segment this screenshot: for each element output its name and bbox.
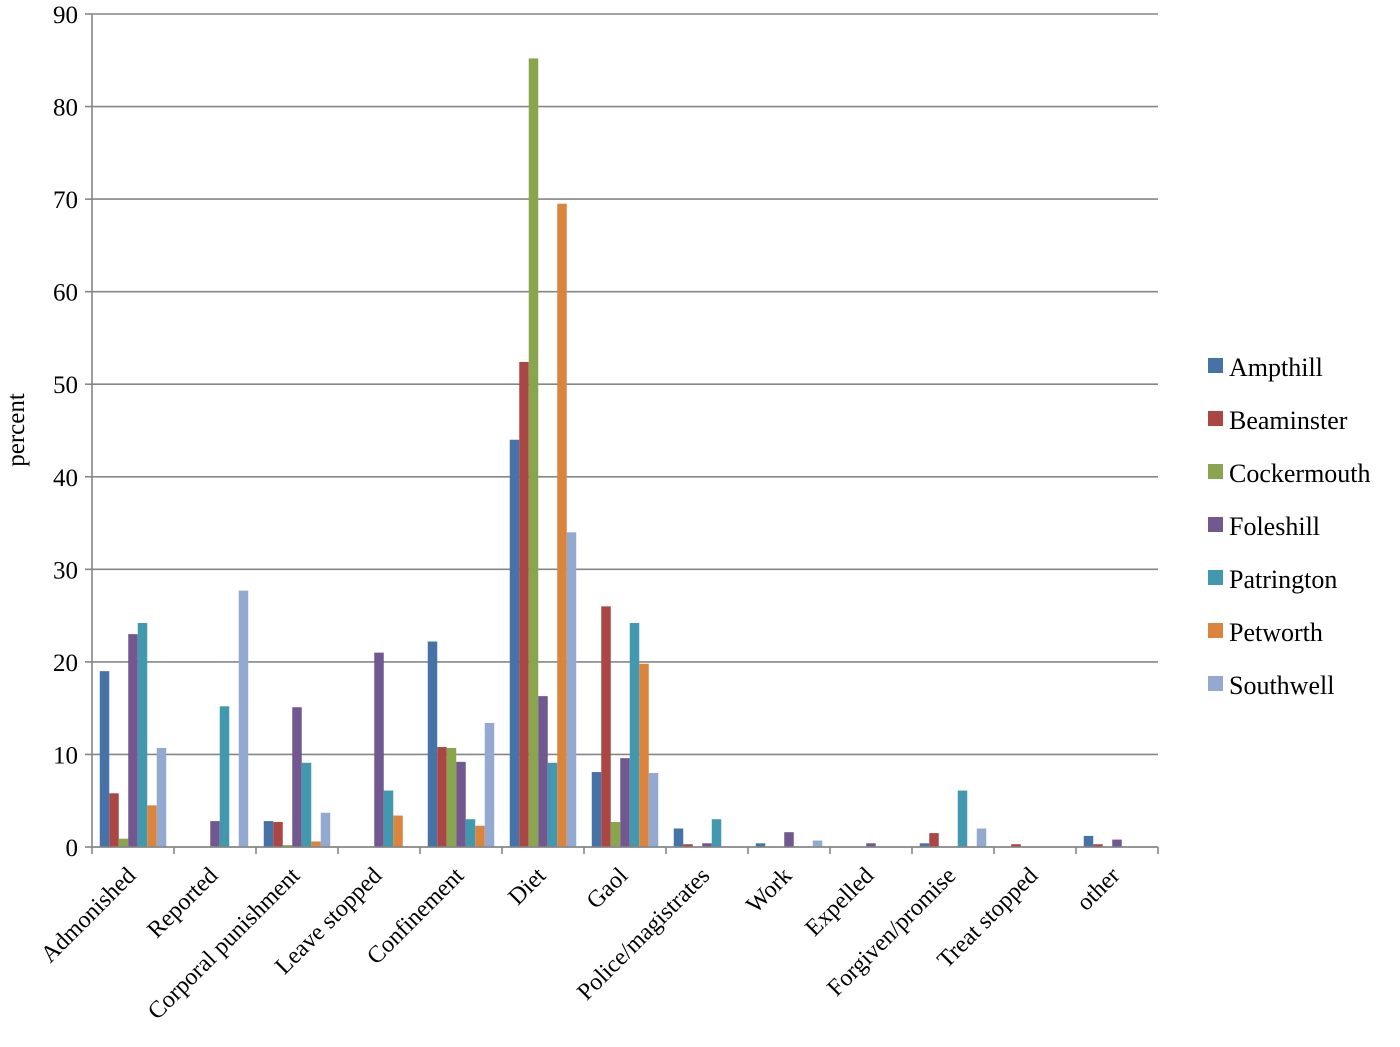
bar-5-3: [538, 696, 548, 847]
bar-10-0: [919, 843, 930, 847]
bar-4-2: [446, 747, 457, 847]
bar-5-1: [519, 362, 529, 847]
bar-6-6: [648, 772, 659, 847]
bar-4-5: [475, 825, 485, 847]
bar-7-0: [673, 828, 684, 847]
y-axis-title: percent: [3, 393, 30, 467]
legend-swatch: [1208, 358, 1223, 373]
legend-label: Beaminster: [1229, 406, 1348, 435]
bar-2-4: [301, 762, 312, 847]
bar-6-0: [591, 772, 602, 847]
bar-2-5: [311, 841, 321, 847]
bar-12-3: [1112, 839, 1122, 847]
bar-4-3: [456, 761, 466, 847]
bar-3-5: [393, 815, 403, 847]
bars: [99, 58, 1122, 848]
bar-1-6: [238, 590, 249, 847]
bar-2-3: [292, 707, 302, 847]
bar-2-2: [282, 845, 293, 847]
y-tick-label: 30: [53, 557, 78, 584]
legend-label: Southwell: [1229, 671, 1334, 700]
y-tick-label: 80: [53, 95, 78, 122]
axes: 0 10 20 30 40 50 60 70 80 90 Admonished ReportedCor…: [36, 2, 1159, 1025]
bar-0-4: [137, 623, 148, 847]
bar-1-3: [210, 821, 220, 847]
y-tick-label: 0: [66, 835, 79, 862]
category-label: other: [1072, 863, 1125, 916]
bar-6-4: [629, 623, 640, 847]
legend-label: Petworth: [1229, 618, 1323, 647]
legend-swatch: [1208, 411, 1223, 426]
legend-label: Ampthill: [1229, 353, 1323, 382]
bar-6-1: [601, 606, 611, 847]
category-label: Admonished: [36, 863, 141, 968]
legend-swatch: [1208, 517, 1223, 532]
bar-7-1: [683, 844, 693, 847]
bar-6-2: [610, 822, 621, 847]
bar-10-6: [976, 828, 987, 847]
bar-4-0: [427, 641, 438, 847]
legend-swatch: [1208, 464, 1223, 479]
bar-0-6: [156, 747, 167, 847]
category-label: Diet: [504, 863, 552, 911]
bar-12-0: [1083, 835, 1094, 847]
y-tick-label: 20: [53, 650, 78, 677]
legend-label: Cockermouth: [1229, 459, 1371, 488]
bar-0-3: [128, 634, 138, 847]
bar-10-4: [957, 790, 968, 847]
bar-1-4: [219, 706, 230, 847]
bar-7-4: [711, 819, 722, 847]
y-tick-label: 10: [53, 742, 78, 769]
legend-swatch: [1208, 623, 1223, 638]
y-tick-label: 70: [53, 187, 78, 214]
bar-11-1: [1011, 844, 1021, 847]
bar-5-6: [566, 532, 577, 847]
bar-8-0: [755, 843, 766, 847]
category-label: Gaol: [582, 863, 634, 915]
bar-5-4: [547, 762, 558, 847]
y-tick-label: 50: [53, 372, 78, 399]
bar-8-3: [784, 832, 794, 847]
bar-5-2: [528, 58, 539, 848]
category-label: Expelled: [801, 863, 880, 942]
bar-0-1: [109, 793, 119, 847]
bar-5-5: [557, 203, 567, 847]
y-tick-label: 60: [53, 280, 78, 307]
legend-swatch: [1208, 676, 1223, 691]
bar-10-1: [929, 833, 939, 847]
bar-12-1: [1093, 844, 1103, 847]
bar-8-6: [812, 840, 823, 847]
bar-9-3: [866, 843, 876, 847]
legend-label: Foleshill: [1229, 512, 1320, 541]
bar-0-2: [118, 838, 129, 847]
bar-2-1: [273, 822, 283, 847]
category-label: Work: [742, 863, 798, 919]
bar-7-3: [702, 843, 712, 847]
y-tick-label: 40: [53, 465, 78, 492]
bar-2-0: [263, 821, 274, 847]
legend-label: Patrington: [1229, 565, 1337, 594]
bar-5-0: [509, 439, 520, 847]
bar-4-6: [484, 722, 495, 847]
category-label: Reported: [143, 863, 224, 944]
legend: Ampthill Beaminster Cockermouth Foleshill Pa…: [1208, 353, 1371, 700]
bar-0-5: [147, 805, 157, 847]
bar-6-3: [620, 758, 630, 847]
bar-4-4: [465, 819, 476, 847]
legend-swatch: [1208, 570, 1223, 585]
bar-3-4: [383, 790, 394, 847]
bar-2-6: [320, 812, 331, 847]
bar-6-5: [639, 663, 649, 847]
gridlines: [92, 13, 1158, 848]
y-tick-label: 90: [53, 2, 78, 29]
category-label: Corporal punishment: [143, 863, 305, 1025]
bar-3-3: [374, 652, 384, 847]
bar-4-1: [437, 747, 447, 847]
bar-0-0: [99, 671, 110, 847]
